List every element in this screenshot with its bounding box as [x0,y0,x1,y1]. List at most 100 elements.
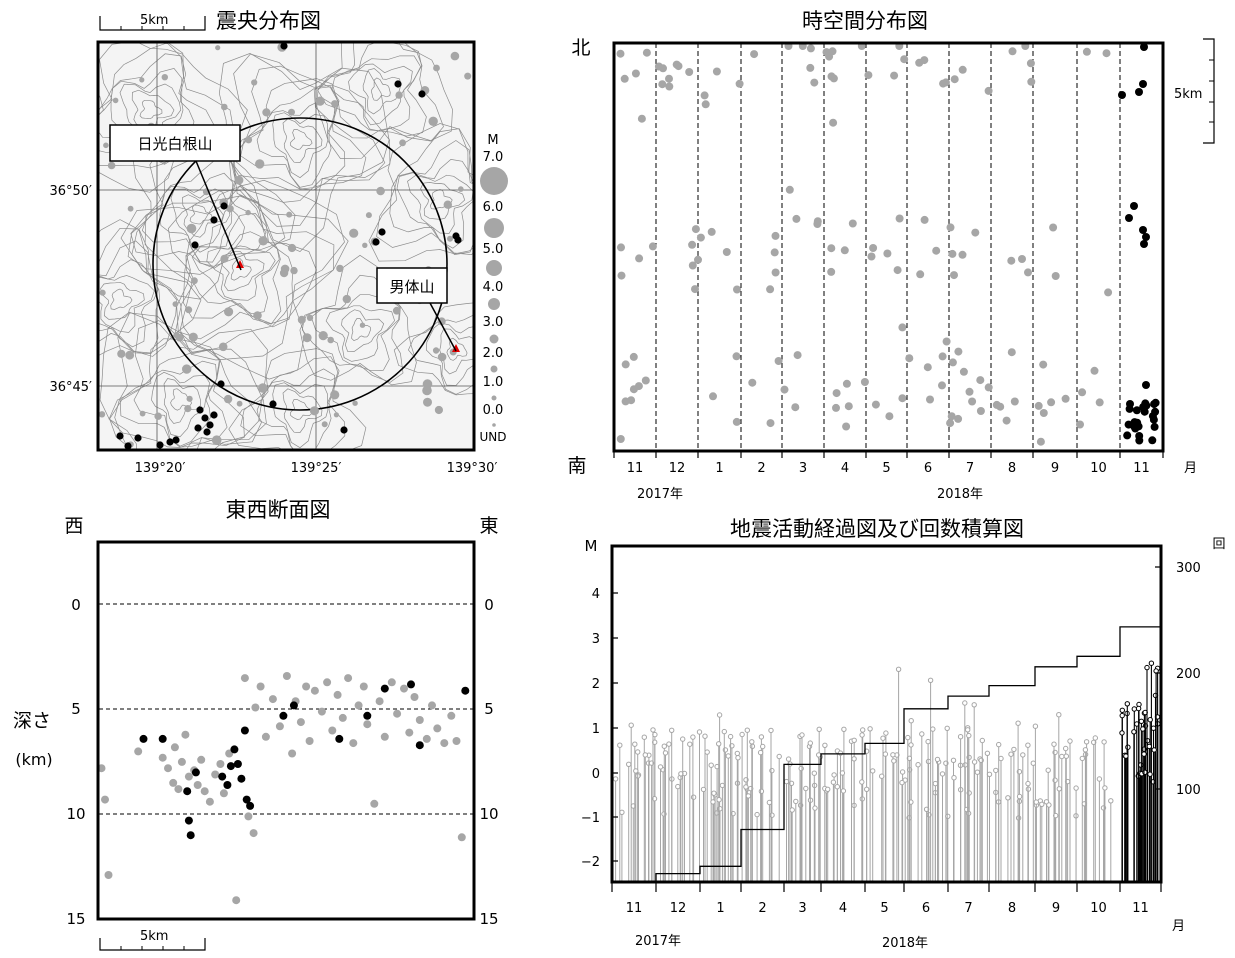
count-tick-300: 300 [1176,561,1201,576]
magnitude-point-recent [1141,751,1147,757]
spacetime-dot [709,392,717,401]
section-scale-label: 5km [140,929,168,944]
magnitude-point [998,755,1004,762]
mag-legend-6: 6.0 [483,200,504,215]
epicenter-dot [139,77,145,83]
cross-section-dot [261,732,270,741]
cross-section-dot [200,787,209,796]
magnitude-point [1096,776,1103,782]
epicenter-dot [112,97,119,104]
spacetime-dot [971,228,980,237]
mag-legend-circle [484,218,504,238]
spacetime-dots [616,42,1160,446]
epicenter-dot [188,332,198,342]
magnitude-point [641,734,647,740]
epicenter-dot-recent [452,232,460,240]
contour-line [108,338,245,448]
magnitude-point [870,768,876,774]
magnitude-point [951,775,957,781]
spacetime-dot [634,382,643,391]
epicenter-dot [399,139,406,147]
epicenter-dot [333,412,339,418]
spacetime-scale-label: 5km [1174,87,1202,102]
spacetime-dot-recent [1139,226,1147,234]
cross-section-dot-recent [230,745,239,754]
contour-line [393,302,474,396]
cross-section-dot [363,720,372,729]
spacetime-dot [905,354,914,363]
timeline-frame [610,544,1163,884]
magnitude-point [768,727,774,734]
cross-section-dot [302,682,311,691]
spacetime-dot [722,248,731,256]
magnitude-point [1033,799,1040,805]
spacetime-dot [992,400,1001,409]
cross-section-dot [393,709,402,718]
mag-legend-5: 5.0 [483,242,504,257]
magnitude-point [745,793,752,799]
magnitude-point [776,753,782,760]
spacetime-dot [691,285,699,294]
spacetime-dot [774,357,783,365]
magnitude-point [851,737,857,743]
magnitude-point [880,735,886,741]
contour-line [272,382,329,449]
timeline-month-labels: 11 12 1 2 3 4 5 6 7 8 9 10 11 [626,901,1149,916]
magnitude-point [945,813,951,819]
mag-legend-circle [486,260,502,276]
magnitude-point [749,743,756,749]
cross-section-dot [359,682,368,691]
spacetime-dot [617,243,625,252]
mag-legend-3: 3.0 [483,315,504,330]
magnitude-point [890,752,896,758]
spacetime-dot-recent [1150,422,1159,431]
epicenter-dot [464,72,472,80]
spacetime-month-label: 1 [715,461,723,476]
spacetime-dot [1090,366,1099,375]
magnitude-point [905,734,911,741]
magnitude-point [919,731,925,737]
cross-section-dot-recent [158,734,167,743]
mag-legend-circle [488,298,500,310]
spacetime-dot [793,351,802,360]
magnitude-point-recent [1147,717,1153,723]
cross-section-dot [405,728,414,737]
contour-line [368,123,474,262]
cross-section-dot [268,695,277,704]
spacetime-dot [617,271,626,280]
spacetime-dot [948,358,957,367]
cross-section-dot-recent [363,711,372,720]
spacetime-dot [732,352,741,361]
magnitude-point [816,726,822,732]
spacetime-dot [712,67,721,76]
spacetime-month-label: 12 [669,461,686,476]
contour-line [220,250,265,292]
spacetime-dot [1051,272,1060,280]
cross-section-dot-recent [246,801,255,810]
epicenter-dot [434,405,443,415]
magnitude-point [1032,723,1039,729]
callout-line-nantai [429,302,457,352]
contour-line [99,311,268,450]
spacetime-dot [829,118,838,127]
magnitude-point [966,732,972,739]
contour-line [439,328,474,375]
cross-section-dot [193,781,202,789]
contour-line [144,195,349,361]
spacetime-dot [621,397,630,406]
magnitude-point [851,756,857,762]
spacetime-dot [792,214,801,223]
magnitude-point [628,722,634,728]
epicenter-dot [161,74,168,81]
cross-section-dot [170,743,179,752]
section-scale-bar: 5km [99,929,206,951]
epicenter-dot [99,289,106,296]
magnitude-point [1108,798,1114,804]
epicenter-dot [286,211,293,218]
epicenter-dot [218,342,228,352]
spacetime-dot [968,397,977,406]
magnitude-point [962,700,968,706]
magnitude-point [944,725,950,731]
magnitude-axis-label: M [585,537,598,555]
magnitude-point [769,812,775,818]
